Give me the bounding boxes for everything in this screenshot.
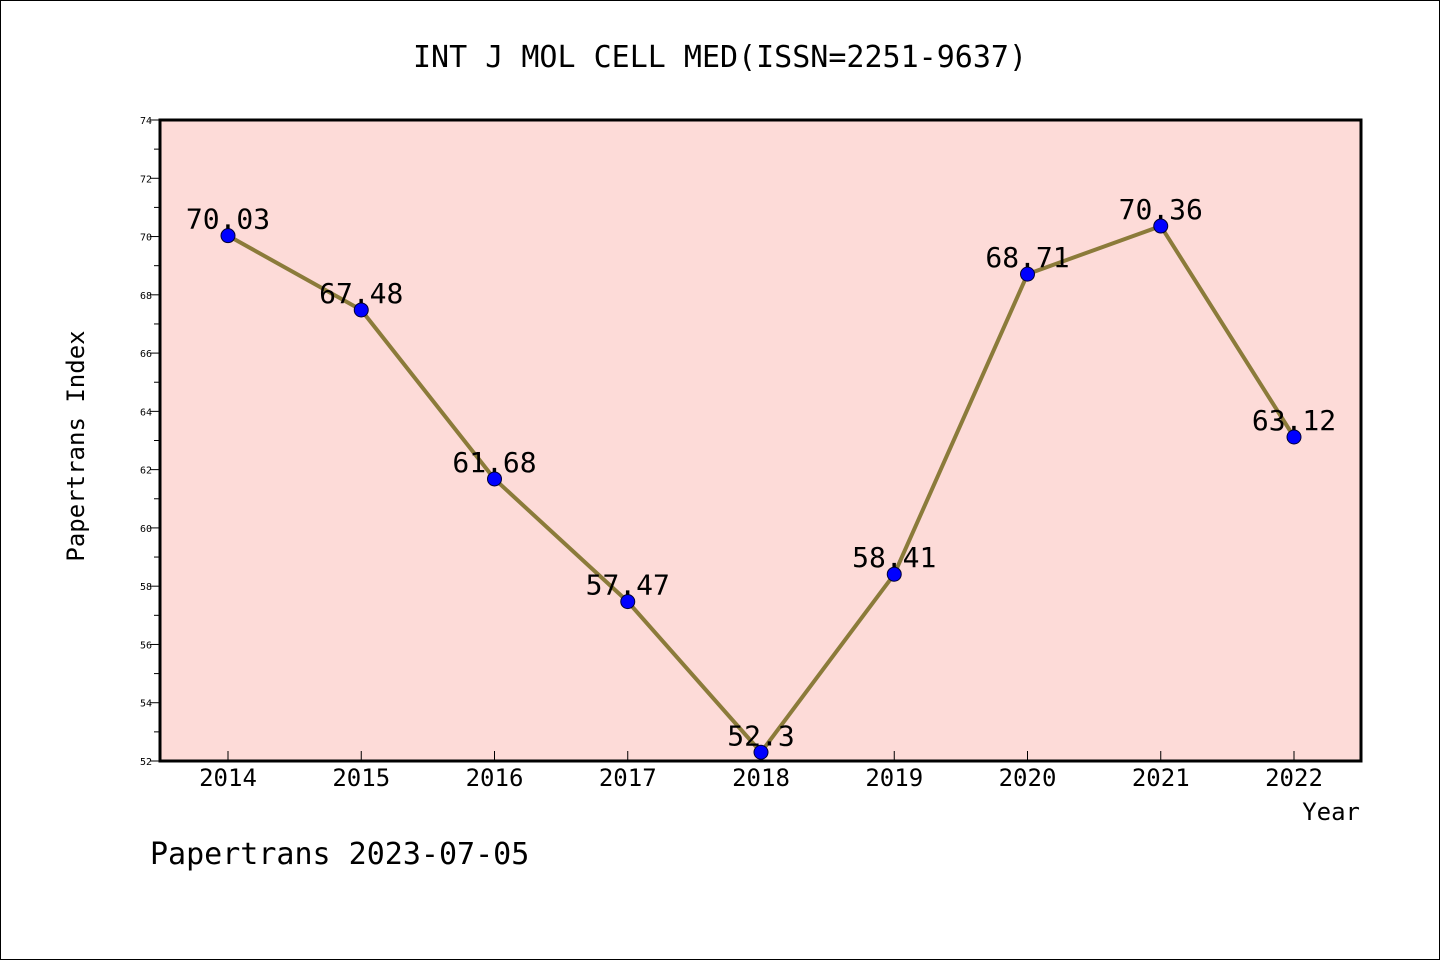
x-tick-label: 2017 [599,764,657,792]
y-tick-label: 52 [140,757,152,768]
y-axis-label: Papertrans Index [62,330,90,561]
series-markers [220,218,1302,760]
data-point [353,302,369,318]
data-point [487,471,502,487]
data-point [220,228,236,244]
footer-date: Papertrans 2023-07-05 [150,837,529,872]
x-tick-label: 2015 [332,764,390,792]
x-axis-label: Year [1302,798,1360,826]
data-labels: 70.03 67.48 61.68 57.47 52.3 58.41 68.71 70.36 6… [186,193,1336,752]
y-tick-label: 56 [140,640,152,651]
x-tick-label: 2020 [999,764,1057,792]
x-tick-label: 2018 [732,764,790,792]
y-tick-label: 72 [140,174,152,185]
y-tick-label: 60 [140,524,152,535]
data-point [620,594,636,610]
data-label: 68.71 [985,241,1069,274]
data-point [1153,218,1169,234]
x-tick-label: 2021 [1132,764,1190,792]
data-label: 63.12 [1252,404,1336,437]
data-label: 61.68 [452,446,536,479]
data-point [753,744,769,760]
y-tick-label: 58 [140,582,152,593]
y-tick-label: 54 [140,699,152,710]
y-tick-label: 74 [140,116,152,127]
x-tick-label: 2019 [865,764,923,792]
x-axis-ticks: 2014 2015 2016 2017 2018 2019 2020 2021 2022 [199,751,1323,792]
y-tick-label: 64 [140,407,152,418]
y-tick-label: 62 [140,466,152,477]
data-label: 58.41 [852,541,936,574]
x-tick-label: 2014 [199,764,257,792]
plot-border [158,118,1363,763]
data-point [886,566,902,582]
y-tick-label: 68 [140,291,152,302]
data-point [1020,266,1035,282]
y-axis-ticks: 52 54 56 58 60 62 64 66 68 70 72 74 [140,116,160,768]
data-point [1286,429,1302,445]
data-label: 57.47 [586,569,670,602]
y-tick-label: 66 [140,349,152,360]
x-tick-label: 2016 [466,764,524,792]
data-label: 67.48 [319,277,403,310]
chart-title: INT J MOL CELL MED(ISSN=2251-9637) [413,40,1027,75]
data-label: 70.03 [186,203,270,236]
y-tick-label: 70 [140,233,152,244]
x-tick-label: 2022 [1265,764,1323,792]
data-label: 52.3 [727,719,794,752]
data-label: 70.36 [1119,193,1203,226]
